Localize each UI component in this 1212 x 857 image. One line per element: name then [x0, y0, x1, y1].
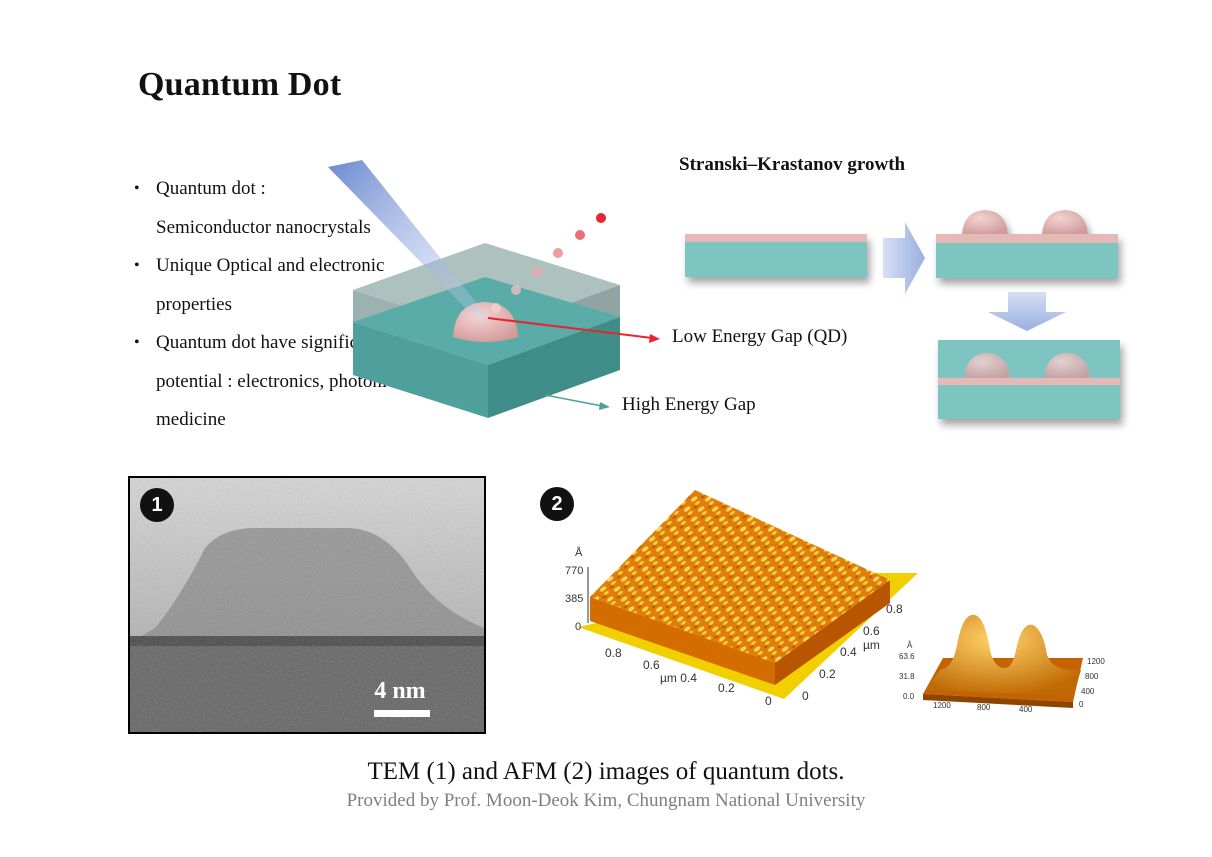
emission-dot	[491, 303, 501, 313]
afm-y-tick: 0	[802, 689, 809, 703]
emission-dot	[575, 230, 585, 240]
afm-x-tick: µm 0.4	[660, 671, 697, 685]
bullet-item: Quantum dot :	[134, 170, 494, 209]
emission-dot	[553, 248, 563, 258]
afm-surface	[590, 490, 890, 663]
closeup-y-tick: 800	[1085, 672, 1099, 681]
figure-badge-2: 2	[540, 487, 574, 521]
afm-x-tick: 0.8	[605, 646, 622, 660]
figure-badge-1: 1	[140, 488, 174, 522]
bullet-item: Quantum dot have significant	[134, 324, 494, 363]
closeup-z-unit: Å	[907, 641, 913, 650]
closeup-x-tick: 400	[1019, 705, 1033, 714]
afm-x-tick: 0	[765, 694, 772, 708]
figure-caption: TEM (1) and AFM (2) images of quantum do…	[367, 758, 845, 785]
growth-stage-2	[936, 210, 1118, 278]
afm-x-tick: 0.2	[718, 681, 735, 695]
closeup-y-tick: 0	[1079, 700, 1084, 709]
growth-stage-1	[685, 234, 867, 277]
closeup-y-tick: 1200	[1087, 657, 1105, 666]
scale-bar-label: 4 nm	[374, 678, 425, 704]
closeup-y-tick: 400	[1081, 687, 1095, 696]
arrow-right-icon	[883, 222, 925, 294]
afm-z-tick: 385	[565, 593, 583, 605]
afm-closeup-plot: Å 63.6 31.8 0.0 1200 800 400 1200 800 40…	[899, 614, 1105, 714]
qd-structure-diagram	[328, 160, 660, 418]
emission-dot	[511, 285, 521, 295]
sk-growth-diagram	[685, 210, 1120, 419]
closeup-x-tick: 800	[977, 703, 991, 712]
closeup-z-tick: 63.6	[899, 652, 915, 661]
substrate-right-face	[488, 317, 620, 418]
low-gap-pointer	[487, 317, 653, 339]
closeup-front	[923, 694, 1073, 708]
scale-bar	[374, 710, 430, 717]
afm-x-tick: 0.6	[643, 658, 660, 672]
closeup-z-tick: 31.8	[899, 672, 915, 681]
high-gap-pointer	[544, 394, 603, 407]
growth-stage-3	[938, 340, 1120, 419]
emission-dot	[596, 213, 606, 223]
bullet-continuation: medicine	[156, 409, 226, 430]
substrate-left-face	[353, 322, 488, 418]
bullet-continuation: Semiconductor nanocrystals	[156, 216, 371, 238]
page-title: Quantum Dot	[138, 66, 342, 103]
tem-micrograph: 4 nm	[130, 478, 484, 732]
afm-y-tick: 0.8	[886, 602, 903, 616]
afm-z-tick: 770	[565, 565, 583, 577]
afm-y-tick: 0.2	[819, 667, 836, 681]
bullet-continuation: properties	[156, 293, 232, 315]
afm-y-tick: 0.4	[840, 645, 857, 659]
bullet-item: Unique Optical and electronic	[134, 247, 494, 286]
light-beam	[328, 160, 490, 323]
arrowhead-icon	[599, 402, 610, 410]
tem-image: 4 nm 1	[128, 476, 486, 734]
afm-z-tick: 0	[575, 621, 581, 633]
growth-title: Stranski–Krastanov growth	[679, 154, 906, 175]
afm-front-wall	[590, 597, 775, 685]
closeup-x-tick: 1200	[933, 701, 951, 710]
quantum-dot-dome	[453, 302, 518, 342]
low-energy-gap-label: Low Energy Gap (QD)	[672, 326, 848, 347]
afm-right-wall	[775, 580, 890, 685]
arrow-down-icon	[988, 292, 1066, 331]
arrowhead-icon	[649, 334, 660, 343]
closeup-z-tick: 0.0	[903, 692, 915, 701]
afm-y-unit: µm	[863, 638, 880, 652]
figure-credit: Provided by Prof. Moon-Deok Kim, Chungna…	[346, 790, 866, 811]
high-energy-gap-label: High Energy Gap	[622, 394, 756, 415]
afm-z-unit: Å	[575, 546, 583, 559]
emission-dot	[532, 267, 542, 277]
afm-y-tick: 0.6	[863, 624, 880, 638]
afm-3d-plot: Å 770 385 0 0.8 0.6 µm 0.4 0.2 0 0 0.2 0…	[565, 490, 918, 708]
closeup-peak	[925, 614, 1081, 696]
